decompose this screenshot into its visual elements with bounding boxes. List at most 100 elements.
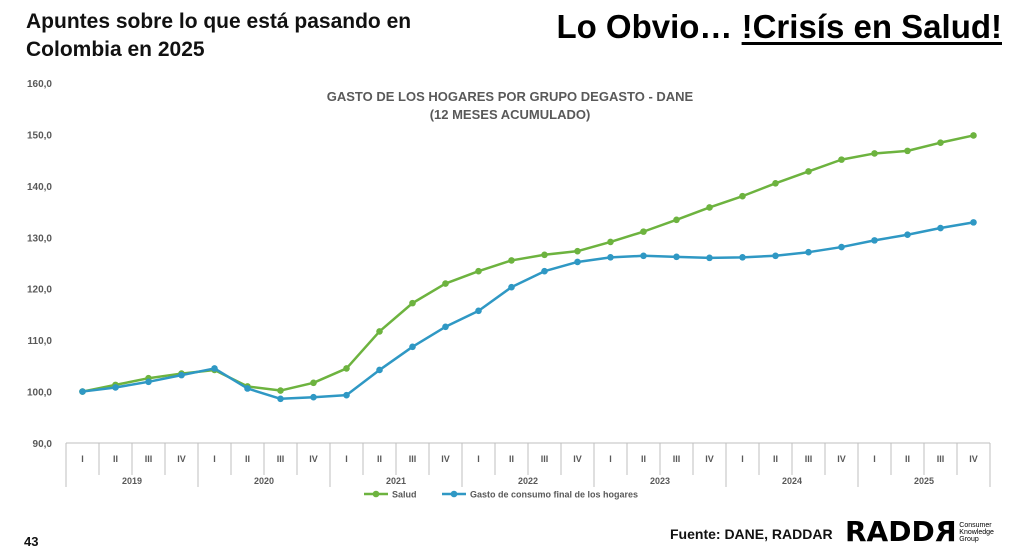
year-label: 2024 [782,476,802,486]
page-number: 43 [24,534,39,549]
data-point [178,371,185,379]
year-label: 2023 [650,476,670,486]
data-point [904,147,911,155]
y-tick-label: 110,0 [28,336,53,347]
quarter-label: III [277,454,285,464]
quarter-label: III [937,454,945,464]
data-point [409,343,416,351]
data-point [343,391,350,399]
data-point [607,254,614,261]
data-point [310,393,317,401]
quarter-label: IV [837,454,846,464]
quarter-label: II [377,454,382,464]
chart-title: GASTO DE LOS HOGARES POR GRUPO DEGASTO -… [327,89,694,104]
data-point [970,219,977,226]
data-point [244,385,251,392]
data-point [937,139,944,146]
legend-label: Salud [392,490,417,500]
raddar-logo: RADDR Consumer Knowledge Group [845,515,1001,548]
quarter-label: I [873,454,876,464]
quarter-label: IV [177,454,186,464]
quarter-label: II [509,454,514,464]
data-point [211,365,218,372]
headline: Lo Obvio… !Crisís en Salud! [556,8,1002,46]
quarter-label: III [805,454,813,464]
legend-label: Gasto de consumo final de los hogares [470,490,638,500]
year-label: 2020 [254,476,274,486]
data-point [79,388,86,395]
year-label: 2025 [914,476,934,486]
quarter-label: IV [441,454,450,464]
series-gasto [79,219,977,403]
data-point [475,267,482,275]
logo-tagline-line: Consumer [959,521,992,529]
quarter-label: II [113,454,118,464]
logo-wordmark-prefix: RADD [845,515,935,548]
quarter-label: III [541,454,549,464]
y-tick-label: 120,0 [27,285,52,296]
data-point [112,384,119,391]
quarter-label: II [773,454,778,464]
data-point [772,179,779,187]
series-layer [79,132,977,403]
quarter-label: I [81,454,84,464]
quarter-label: I [345,454,348,464]
data-point [838,156,845,163]
headline-emphasis: !Crisís en Salud! [741,8,1002,45]
quarter-label: IV [705,454,714,464]
data-point [607,238,614,246]
data-point [541,267,548,275]
quarter-label: I [741,454,744,464]
quarter-label: I [477,454,480,464]
data-point [706,254,713,262]
data-point [574,258,581,266]
data-point [310,379,317,387]
quarter-label: II [641,454,646,464]
logo-wordmark-mirrored: R [934,515,957,548]
data-point [343,365,350,372]
quarter-label: IV [969,454,978,464]
year-label: 2019 [122,476,142,486]
legend-swatch-marker [372,490,380,498]
y-axis: 90,0 100,0 110,0 120,0 130,0 140,0 150,0 160,0 [27,79,52,450]
year-label: 2022 [518,476,538,486]
quarter-label: II [245,454,250,464]
data-point [376,366,383,374]
data-point [871,237,878,244]
quarter-label: III [409,454,417,464]
logo-tagline-line: Knowledge [959,528,994,536]
quarter-label: I [213,454,216,464]
data-point [970,132,977,139]
y-tick-label: 160,0 [27,79,52,90]
y-tick-label: 130,0 [27,233,52,244]
quarter-label: I [609,454,612,464]
data-point [838,243,845,251]
data-point [442,280,449,287]
headline-prefix: Lo Obvio… [556,8,742,45]
data-point [706,204,713,211]
data-point [640,228,647,235]
quarter-label: II [905,454,910,464]
series-line [82,221,974,401]
year-label: 2021 [386,476,406,486]
data-point [508,283,515,291]
data-point [442,323,449,331]
y-tick-label: 140,0 [27,182,52,193]
series-line [82,134,974,393]
data-point [145,378,152,386]
logo-wordmark: RADDR [845,515,957,548]
data-point [904,231,911,239]
data-point [772,252,779,260]
y-tick-label: 150,0 [27,130,52,141]
legend-item: Gasto de consumo final de los hogares [442,490,638,500]
legend: Salud Gasto de consumo final de los hogar… [364,490,638,500]
data-point [739,192,746,200]
data-point [541,251,548,259]
data-point [574,247,581,255]
x-axis: I II III IV I II III IV I II III IV I II III IV I II III IV… [65,442,991,487]
quarter-label: III [673,454,681,464]
series-salud [79,132,977,395]
data-point [508,257,515,264]
data-point [739,254,746,261]
source-note: Fuente: DANE, RADDAR [670,526,833,542]
